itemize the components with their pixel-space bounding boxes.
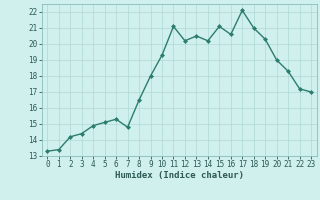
- X-axis label: Humidex (Indice chaleur): Humidex (Indice chaleur): [115, 171, 244, 180]
